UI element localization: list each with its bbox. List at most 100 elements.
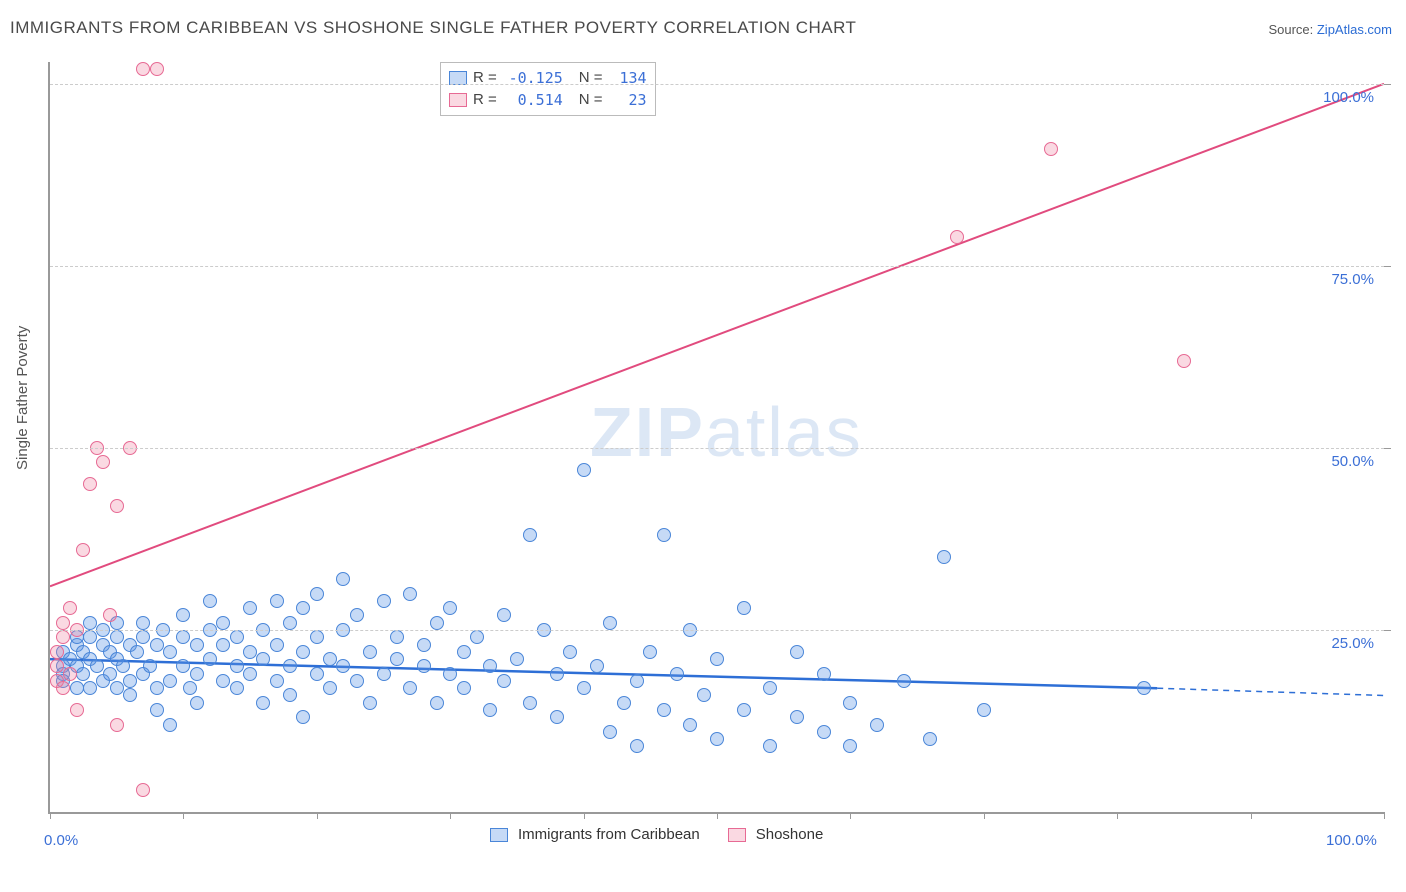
data-point [50,659,64,673]
data-point [90,659,104,673]
data-point [150,703,164,717]
trend-lines [50,62,1384,812]
data-point [363,696,377,710]
x-tick [183,812,184,819]
y-tick [1384,630,1391,631]
source-link[interactable]: ZipAtlas.com [1317,22,1392,37]
y-tick-label: 100.0% [1314,89,1374,106]
x-tick [1384,812,1385,819]
y-tick [1384,84,1391,85]
data-point [123,674,137,688]
data-point [230,681,244,695]
source-prefix: Source: [1268,22,1316,37]
data-point [483,659,497,673]
data-point [323,681,337,695]
data-point [457,645,471,659]
data-point [497,608,511,622]
data-point [150,638,164,652]
plot-area: ZIPatlas R =-0.125N =134R =0.514N =23 25… [48,62,1384,814]
data-point [163,645,177,659]
data-point [710,652,724,666]
data-point [83,681,97,695]
data-point [390,630,404,644]
data-point [63,601,77,615]
data-point [390,652,404,666]
y-tick [1384,266,1391,267]
data-point [377,667,391,681]
data-point [70,703,84,717]
data-point [550,710,564,724]
data-point [110,681,124,695]
y-tick [1384,448,1391,449]
data-point [363,645,377,659]
data-point [710,732,724,746]
data-point [497,674,511,688]
legend-n-label: N = [579,89,603,111]
data-point [323,652,337,666]
data-point [577,681,591,695]
data-point [216,616,230,630]
data-point [176,608,190,622]
legend-r-value: 0.514 [503,89,563,111]
data-point [56,681,70,695]
gridline [50,630,1384,631]
y-axis-label: Single Father Poverty [14,326,31,470]
data-point [843,696,857,710]
data-point [310,587,324,601]
data-point [136,62,150,76]
data-point [176,630,190,644]
series-name: Shoshone [756,826,824,843]
data-point [110,499,124,513]
x-tick [1117,812,1118,819]
data-point [977,703,991,717]
legend-n-value: 23 [609,89,647,111]
data-point [617,696,631,710]
data-point [470,630,484,644]
data-point [56,630,70,644]
data-point [457,681,471,695]
series-legend: Immigrants from Caribbean Shoshone [490,826,841,843]
data-point [510,652,524,666]
data-point [270,594,284,608]
data-point [230,630,244,644]
gridline [50,266,1384,267]
x-tick [1251,812,1252,819]
data-point [630,674,644,688]
correlation-legend: R =-0.125N =134R =0.514N =23 [440,62,656,116]
data-point [190,667,204,681]
series-swatch [728,828,746,842]
watermark: ZIPatlas [590,392,863,472]
data-point [763,681,777,695]
data-point [923,732,937,746]
legend-n-label: N = [579,67,603,89]
data-point [270,674,284,688]
legend-row: R =0.514N =23 [449,89,647,111]
data-point [70,681,84,695]
x-tick-label: 0.0% [44,832,78,849]
data-point [443,601,457,615]
x-tick [850,812,851,819]
data-point [296,601,310,615]
x-tick [50,812,51,819]
data-point [1177,354,1191,368]
data-point [697,688,711,702]
data-point [283,616,297,630]
data-point [283,659,297,673]
data-point [1137,681,1151,695]
data-point [163,674,177,688]
data-point [563,645,577,659]
data-point [163,718,177,732]
y-tick-label: 50.0% [1314,453,1374,470]
data-point [136,630,150,644]
data-point [63,667,77,681]
data-point [176,659,190,673]
data-point [83,477,97,491]
series-name: Immigrants from Caribbean [518,826,700,843]
data-point [336,659,350,673]
legend-row: R =-0.125N =134 [449,67,647,89]
x-tick [717,812,718,819]
data-point [737,601,751,615]
data-point [296,645,310,659]
data-point [897,674,911,688]
data-point [336,572,350,586]
